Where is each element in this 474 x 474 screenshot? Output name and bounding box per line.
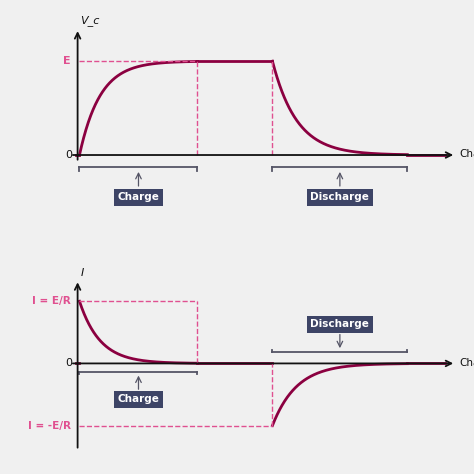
Text: I: I: [81, 268, 84, 278]
Text: V_c: V_c: [81, 16, 100, 27]
Text: Charge: Charge: [118, 394, 159, 404]
Text: Charge: Charge: [459, 358, 474, 368]
Text: Charge: Charge: [118, 192, 159, 202]
Text: I = -E/R: I = -E/R: [28, 420, 71, 430]
Text: Discharge: Discharge: [310, 192, 369, 202]
Text: 0: 0: [65, 358, 72, 368]
Text: E: E: [63, 56, 71, 66]
Text: 0: 0: [65, 150, 72, 160]
Text: I = E/R: I = E/R: [32, 296, 71, 306]
Text: Discharge: Discharge: [310, 319, 369, 329]
Text: Charge: Charge: [459, 149, 474, 159]
